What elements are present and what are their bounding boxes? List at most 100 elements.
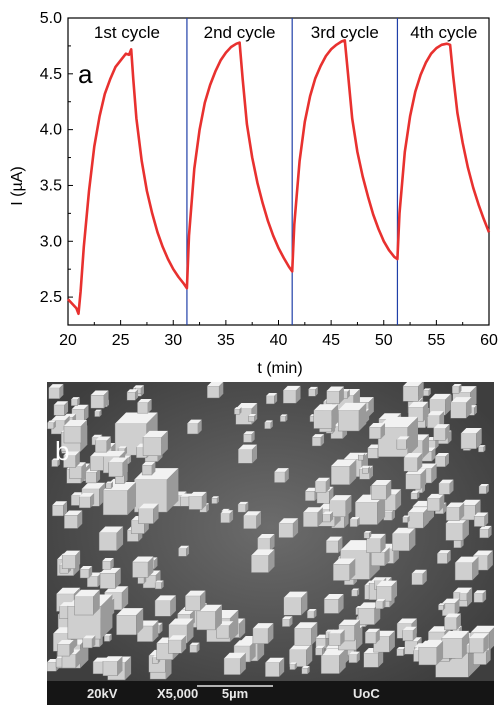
cube-crystal xyxy=(283,591,308,616)
x-tick-label: 50 xyxy=(375,332,393,349)
cube-crystal xyxy=(154,595,176,617)
cycle-label-3: 3rd cycle xyxy=(311,23,379,42)
cube-crystal xyxy=(364,628,380,644)
cube-crystal xyxy=(105,481,113,489)
y-tick-label: 5.0 xyxy=(40,10,62,27)
cube-crystal xyxy=(337,402,367,432)
cube-crystal xyxy=(366,533,386,553)
cube-crystal xyxy=(442,598,460,616)
cube-crystal xyxy=(348,651,360,663)
cube-crystal xyxy=(478,445,486,453)
cube-crystal xyxy=(445,502,465,521)
cube-crystal xyxy=(349,516,360,527)
cube-crystal xyxy=(423,388,431,397)
cube-crystal xyxy=(311,434,325,447)
cube-crystal xyxy=(243,431,255,443)
cube-crystal xyxy=(289,662,297,670)
cube-crystal xyxy=(85,468,101,484)
cube-crystal xyxy=(314,477,330,493)
series-layer xyxy=(67,38,491,316)
cube-crystal xyxy=(402,382,424,402)
cube-crystal xyxy=(452,383,462,394)
cube-crystal xyxy=(282,616,293,627)
cube-crystal xyxy=(282,385,301,404)
cycle-labels: 1st cycle 2nd cycle 3rd cycle 4th cycle xyxy=(94,23,477,42)
cube-crystal xyxy=(53,401,69,416)
y-tick-label: 4.5 xyxy=(40,66,62,83)
cube-crystal xyxy=(407,507,429,529)
y-tick-label: 3.5 xyxy=(40,177,62,194)
cube-crystal xyxy=(426,493,445,512)
cube-crystal xyxy=(102,558,114,570)
sem-info-bar xyxy=(47,681,494,705)
sem-micrograph: b 20kV X5,000 5µm UoC xyxy=(47,382,494,705)
cube-crystal xyxy=(154,580,164,590)
cube-crystal xyxy=(74,589,100,616)
cube-crystal xyxy=(450,397,472,419)
cube-crystal xyxy=(323,593,344,614)
cube-crystal xyxy=(328,629,345,646)
cube-crystal xyxy=(479,525,492,539)
cube-crystal xyxy=(47,420,56,430)
cube-crystal xyxy=(307,608,317,619)
cube-crystal xyxy=(266,392,278,405)
cube-crystal xyxy=(371,480,392,500)
cube-crystal xyxy=(294,622,318,646)
cube-crystal xyxy=(223,652,246,675)
cube-crystal xyxy=(265,657,285,677)
cube-crystal xyxy=(178,545,190,557)
cube-crystal xyxy=(57,639,74,657)
cube-crystal xyxy=(138,503,159,524)
cube-crystal xyxy=(362,465,371,474)
cube-crystal xyxy=(168,635,187,654)
cube-crystal xyxy=(264,420,273,429)
cube-crystal xyxy=(330,459,357,485)
cube-crystal xyxy=(313,404,339,429)
cube-crystal xyxy=(301,666,310,675)
cube-crystal xyxy=(405,468,427,490)
cube-crystal xyxy=(79,565,93,579)
cube-crystal xyxy=(410,490,420,500)
y-tick-label: 3.0 xyxy=(40,233,62,250)
cube-crystal xyxy=(402,515,410,523)
cube-crystal xyxy=(126,389,139,401)
cube-crystal xyxy=(196,604,222,631)
cube-crystal xyxy=(329,495,352,518)
sem-scale: 5µm xyxy=(222,686,248,701)
cube-crystal xyxy=(351,588,360,597)
cube-crystal xyxy=(320,648,346,674)
cycle-label-4: 4th cycle xyxy=(410,23,477,42)
cube-crystal xyxy=(237,501,249,513)
x-tick-label: 45 xyxy=(322,332,340,349)
cube-crystal xyxy=(375,598,386,610)
y-axis-label: I (µA) xyxy=(9,166,26,205)
cube-crystal xyxy=(63,451,80,468)
cube-crystal xyxy=(459,590,470,601)
cube-crystal xyxy=(63,420,87,444)
panel-label-b: b xyxy=(55,436,69,466)
cube-crystal xyxy=(383,508,395,521)
cube-crystal xyxy=(441,630,470,659)
cube-crystal xyxy=(82,635,96,649)
cube-crystal xyxy=(116,608,144,636)
cube-crystal xyxy=(468,633,489,654)
cube-crystal xyxy=(220,510,234,523)
cube-crystal xyxy=(141,461,156,476)
cube-crystal xyxy=(279,414,288,422)
cube-crystal xyxy=(94,409,102,417)
cube-crystal xyxy=(137,398,152,414)
cube-crystal xyxy=(234,407,242,415)
cube-crystal xyxy=(51,458,60,467)
cube-crystal xyxy=(188,491,207,510)
axis-ticks: 20 25 30 35 40 45 50 55 60 2.5 3.0 3.5 4.0 4.5 5.0 xyxy=(40,10,498,349)
cube-crystal xyxy=(396,436,410,450)
series-line-0 xyxy=(67,38,491,316)
cube-crystals xyxy=(47,382,494,681)
cube-crystal xyxy=(315,645,325,656)
cube-crystal xyxy=(473,590,487,603)
cube-crystal xyxy=(392,527,416,552)
cube-crystal xyxy=(377,416,418,457)
cube-crystal xyxy=(460,427,482,449)
current-time-chart: 20 25 30 35 40 45 50 55 60 2.5 3.0 3.5 4.0 4.5 5.0 1st… xyxy=(9,10,498,377)
cube-crystal xyxy=(358,453,366,461)
